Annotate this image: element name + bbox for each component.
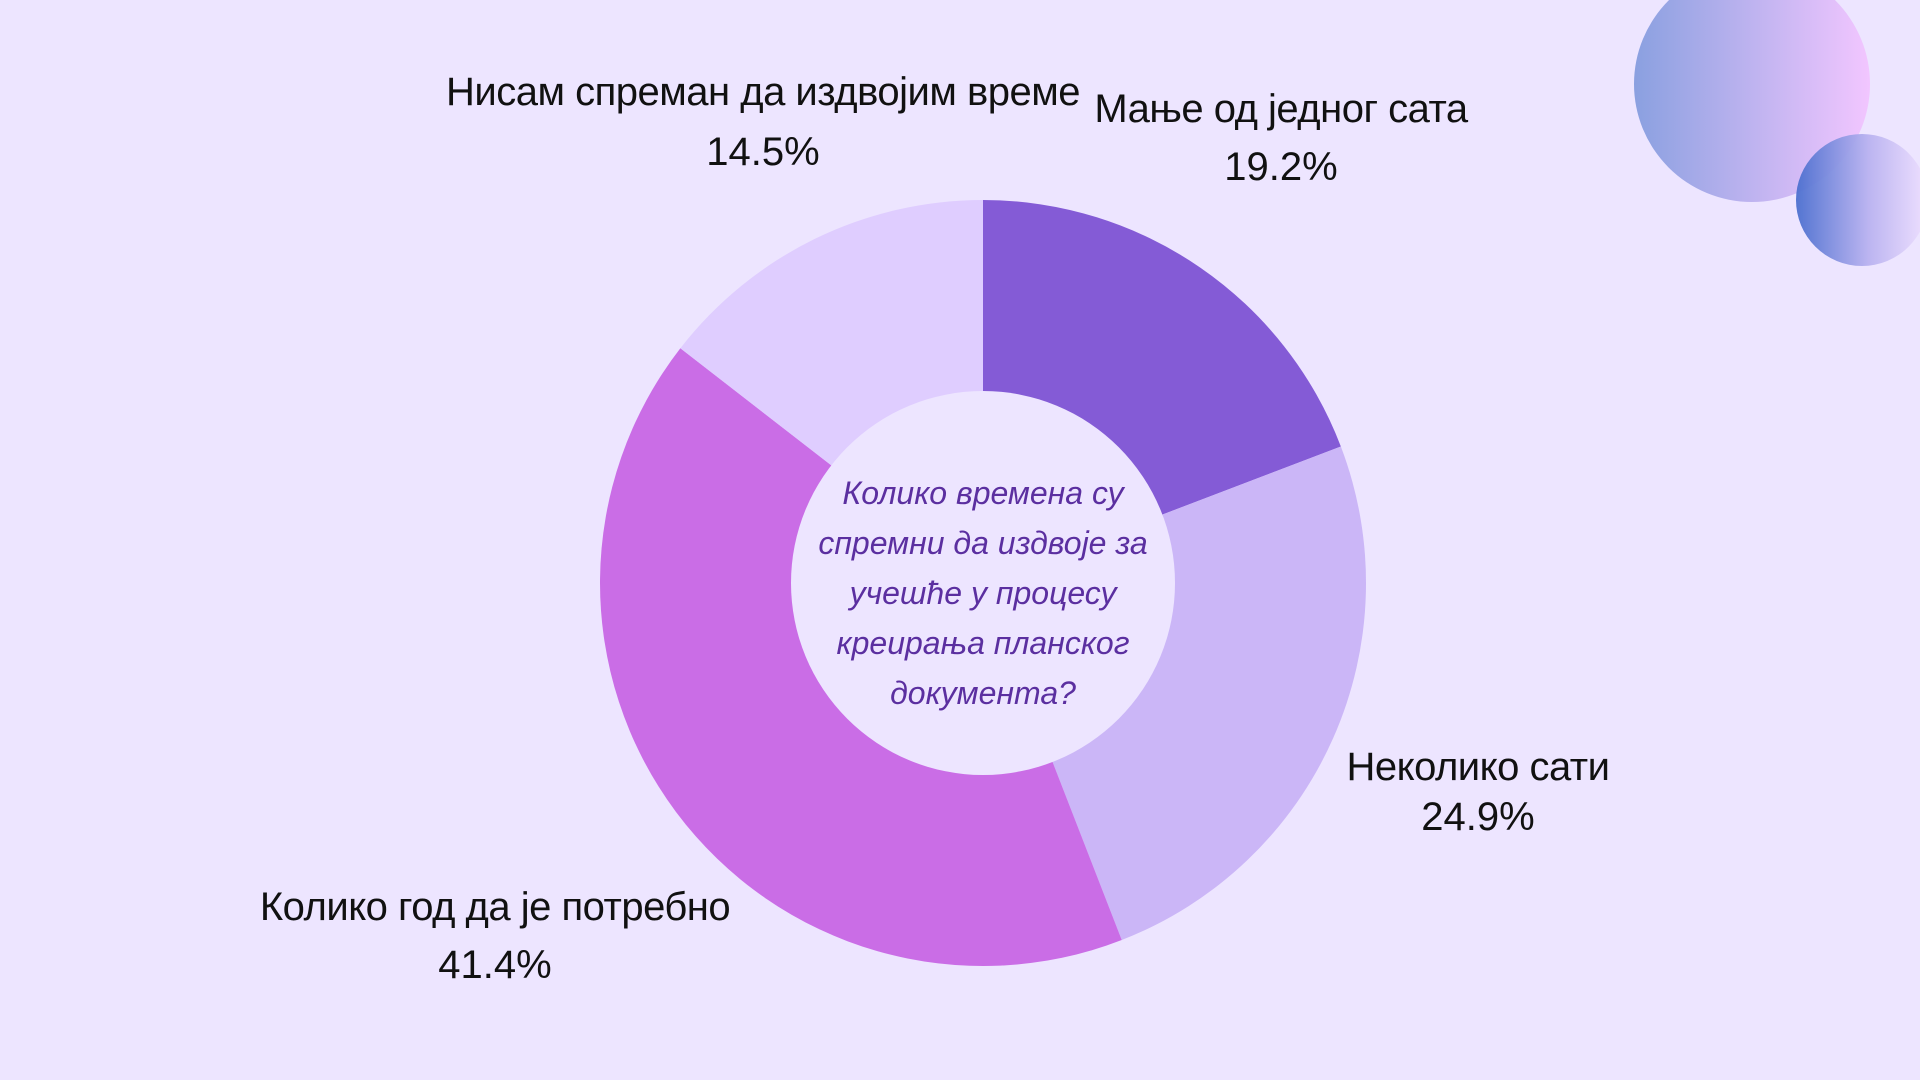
slice-labels: Мање од једног сата 19.2% Неколико сати 24.…: [260, 70, 1610, 987]
center-question: Колико времена су спремни да издвоје за …: [818, 475, 1148, 711]
slice-label-4: Нисам спреман да издвојим време: [446, 70, 1080, 114]
slice-value-label-1: 19.2%: [1224, 145, 1337, 189]
slice-value-label-4: 14.5%: [706, 130, 819, 174]
slice-label-1: Мање од једног сата: [1094, 87, 1469, 131]
slice-value-label-3: 41.4%: [438, 943, 551, 987]
slice-label-3: Колико год да је потребно: [260, 885, 730, 929]
slice-label-2: Неколико сати: [1347, 745, 1610, 789]
donut-hole: [791, 391, 1175, 775]
decor-bubble-small: [1796, 134, 1920, 266]
slice-value-label-2: 24.9%: [1421, 795, 1534, 839]
decor-bubble-large: [1634, 0, 1870, 202]
